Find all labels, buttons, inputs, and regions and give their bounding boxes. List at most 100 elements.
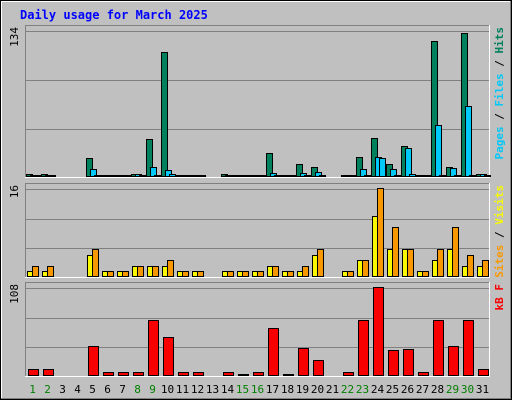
series-label-sites: Sites: [493, 245, 506, 278]
bar: [43, 369, 54, 376]
bar: [469, 175, 476, 177]
x-tick-label: 28: [431, 383, 444, 396]
bar: [482, 260, 489, 277]
bar: [32, 266, 39, 277]
series-label-separator: /: [493, 107, 506, 127]
x-tick-label: 30: [461, 383, 474, 396]
bar: [122, 271, 129, 277]
bar: [405, 148, 412, 177]
panel-max-label: 134: [8, 27, 21, 47]
x-axis-labels: 1 2 3 4 5 6 7 8 9 10 11 12 13 14 15 16 17 18 19 20 21 22 23 24 2…: [29, 383, 489, 396]
x-tick-label: 13: [206, 383, 219, 396]
panel-kbytes: 108 kB F: [8, 282, 506, 377]
bar: [463, 320, 474, 376]
bar: [152, 266, 159, 277]
series-label-visits: Visits: [493, 185, 506, 225]
bar: [315, 172, 322, 177]
series-label-pages: Pages: [493, 126, 506, 159]
bar: [313, 360, 324, 376]
x-tick-label: 11: [176, 383, 189, 396]
bar: [283, 374, 294, 376]
bar: [379, 158, 386, 177]
bar: [257, 271, 264, 277]
x-tick-label: 23: [356, 383, 369, 396]
bar: [431, 41, 438, 177]
bar: [407, 249, 414, 277]
x-tick-label: 1: [29, 383, 36, 396]
bar: [148, 320, 159, 376]
series-label-files: Files: [493, 73, 506, 106]
bar: [28, 369, 39, 376]
x-tick-label: 31: [476, 383, 489, 396]
bar: [34, 175, 41, 177]
bar: [49, 175, 56, 177]
bar: [90, 169, 97, 177]
x-tick-label: 3: [59, 383, 66, 396]
bar: [272, 266, 279, 277]
series-pages: [34, 158, 491, 177]
x-tick-label: 21: [326, 383, 339, 396]
series-label-separator: /: [493, 54, 506, 74]
bar: [347, 271, 354, 277]
bar: [422, 271, 429, 277]
bar: [418, 372, 429, 376]
bar: [349, 175, 356, 177]
x-tick-label: 25: [386, 383, 399, 396]
bar: [238, 374, 249, 376]
bar: [259, 175, 266, 177]
bar: [47, 266, 54, 277]
bar: [124, 175, 131, 177]
bar: [302, 266, 309, 277]
x-tick-label: 5: [89, 383, 96, 396]
bar: [377, 188, 384, 277]
bar: [94, 175, 101, 177]
bar: [478, 369, 489, 376]
bar: [184, 175, 191, 177]
bar: [92, 249, 99, 277]
series-label-kb-f: kB F: [493, 284, 506, 311]
bar: [437, 249, 444, 277]
bar: [109, 175, 116, 177]
bar: [450, 168, 457, 177]
chart-title: Daily usage for March 2025: [20, 8, 208, 22]
panel-series-label: kB F: [493, 284, 506, 311]
panel-plot-area: [25, 25, 490, 178]
bar: [133, 372, 144, 376]
series-kb-f: [28, 287, 489, 376]
bar: [107, 271, 114, 277]
x-tick-label: 15: [236, 383, 249, 396]
bar: [242, 271, 249, 277]
bar: [435, 125, 442, 177]
bar: [454, 175, 461, 177]
bar: [484, 175, 491, 177]
bar: [88, 346, 99, 376]
series-label-separator: /: [493, 225, 506, 245]
bar: [304, 175, 311, 177]
bar: [356, 157, 363, 177]
bar: [403, 349, 414, 376]
bar: [433, 320, 444, 376]
bar: [197, 271, 204, 277]
bar: [409, 174, 416, 177]
bar: [287, 271, 294, 277]
bar: [465, 106, 472, 177]
bar: [394, 175, 401, 177]
panel-series-label: Pages / Files / Hits: [493, 27, 506, 160]
bar: [296, 164, 303, 177]
x-tick-label: 29: [446, 383, 459, 396]
bar: [343, 372, 354, 376]
bar: [178, 372, 189, 376]
bar: [439, 175, 446, 177]
x-tick-label: 6: [104, 383, 111, 396]
x-tick-label: 16: [251, 383, 264, 396]
x-tick-label: 2: [44, 383, 51, 396]
bar: [193, 372, 204, 376]
bar: [154, 175, 161, 177]
panel-hits-files-pages: 134 Pages / Files / Hits: [8, 25, 506, 178]
bar: [223, 372, 234, 376]
x-tick-label: 9: [149, 383, 156, 396]
bar: [274, 175, 281, 177]
